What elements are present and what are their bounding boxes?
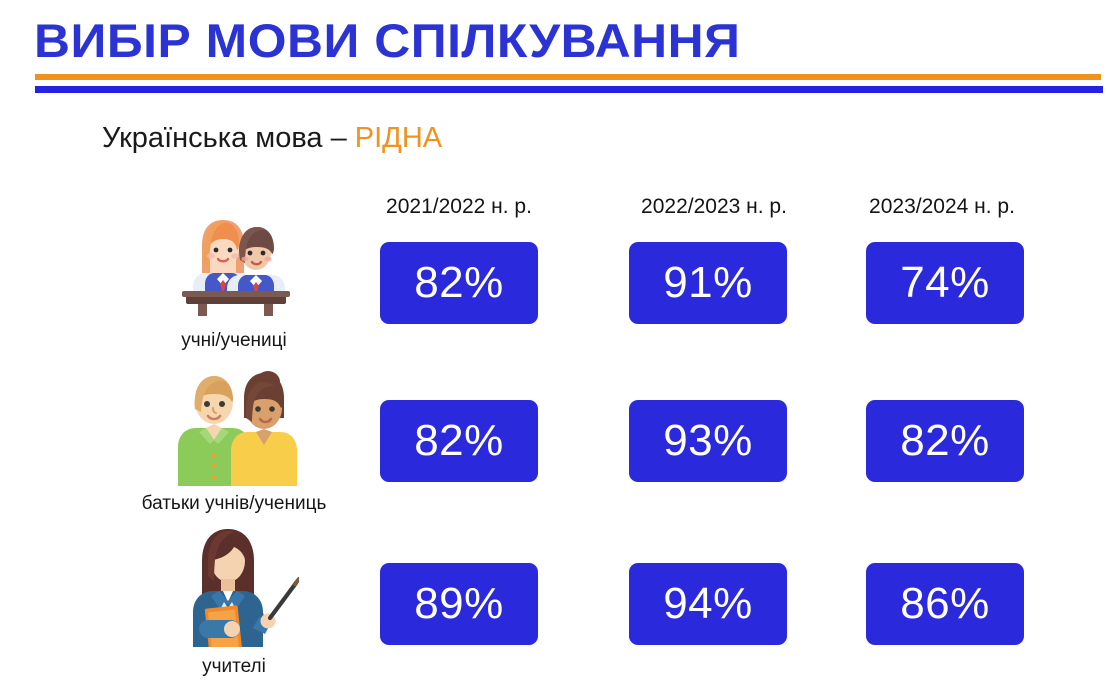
table-row: учні/учениці 82% 91% 74% bbox=[0, 205, 1108, 357]
row-label-teachers: учителі bbox=[202, 656, 266, 677]
header-rule-orange bbox=[35, 74, 1101, 80]
subtitle-accent: РІДНА bbox=[354, 122, 443, 154]
row-label-students: учні/учениці bbox=[181, 330, 287, 351]
value-students-2022-2023: 91% bbox=[629, 242, 787, 324]
row-label-parents: батьки учнів/учениць bbox=[141, 493, 327, 514]
subtitle: Українська мова – РІДНА bbox=[102, 120, 442, 156]
column-header-2023-2024: 2023/2024 н. р. bbox=[869, 195, 1015, 218]
value-parents-2022-2023: 93% bbox=[629, 400, 787, 482]
page-title: ВИБІР МОВИ СПІЛКУВАННЯ bbox=[34, 14, 741, 67]
value-students-2023-2024: 74% bbox=[866, 242, 1024, 324]
table-row: батьки учнів/учениць 82% 93% 82% bbox=[0, 362, 1108, 514]
row-icon-cell-teachers: учителі bbox=[118, 521, 350, 681]
table-row: учителі 89% 94% 86% bbox=[0, 521, 1108, 681]
value-teachers-2023-2024: 86% bbox=[866, 563, 1024, 645]
value-students-2021-2022: 82% bbox=[380, 242, 538, 324]
row-icon-cell-students: учні/учениці bbox=[118, 205, 350, 357]
header-rule-blue bbox=[35, 86, 1103, 93]
value-parents-2023-2024: 82% bbox=[866, 400, 1024, 482]
column-headers: 2021/2022 н. р. 2022/2023 н. р. 2023/202… bbox=[355, 194, 1055, 222]
value-teachers-2021-2022: 89% bbox=[380, 563, 538, 645]
row-icon-cell-parents: батьки учнів/учениць bbox=[118, 362, 350, 514]
value-parents-2021-2022: 82% bbox=[380, 400, 538, 482]
column-header-2022-2023: 2022/2023 н. р. bbox=[641, 195, 787, 218]
subtitle-text: Українська мова – bbox=[102, 122, 355, 154]
students-at-desk-icon bbox=[168, 205, 300, 317]
parents-couple-icon bbox=[166, 362, 302, 486]
column-header-2021-2022: 2021/2022 н. р. bbox=[386, 195, 532, 218]
value-teachers-2022-2023: 94% bbox=[629, 563, 787, 645]
teacher-with-pointer-icon bbox=[169, 521, 299, 647]
